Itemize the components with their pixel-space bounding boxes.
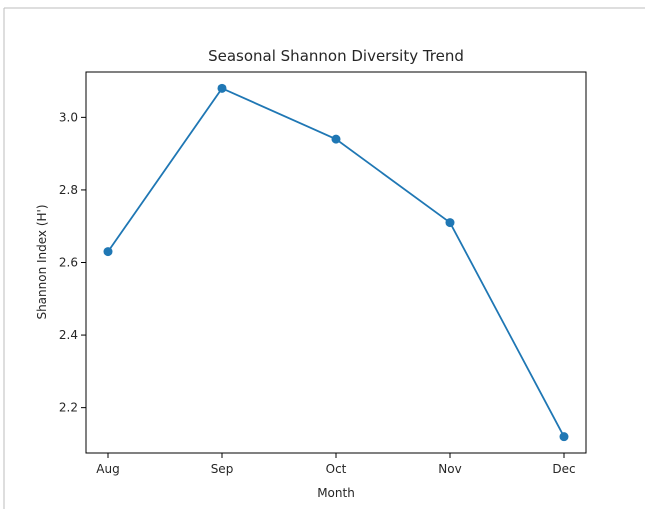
x-axis-label: Month: [317, 486, 355, 500]
y-tick-label: 2.8: [59, 183, 78, 197]
x-tick-label: Nov: [438, 462, 461, 476]
y-tick-label: 2.4: [59, 328, 78, 342]
data-point-sep: [217, 83, 227, 93]
x-tick-label: Sep: [211, 462, 234, 476]
y-axis-label: Shannon Index (H'): [35, 204, 49, 319]
plot-area: [85, 71, 587, 454]
data-point-nov: [445, 218, 455, 228]
y-tick-label: 2.6: [59, 256, 78, 270]
y-axis: 2.2 2.4 2.6 2.8 3.0: [59, 110, 86, 415]
series-layer: [103, 83, 569, 442]
data-point-oct: [331, 134, 341, 144]
x-axis: Aug Sep Oct Nov Dec: [96, 453, 576, 476]
x-tick-label: Aug: [96, 462, 119, 476]
chart-title: Seasonal Shannon Diversity Trend: [208, 47, 464, 65]
x-tick-label: Oct: [326, 462, 347, 476]
data-point-aug: [103, 247, 113, 257]
x-tick-label: Dec: [552, 462, 575, 476]
y-tick-label: 2.2: [59, 401, 78, 415]
data-point-dec: [559, 432, 569, 442]
y-tick-label: 3.0: [59, 110, 78, 124]
